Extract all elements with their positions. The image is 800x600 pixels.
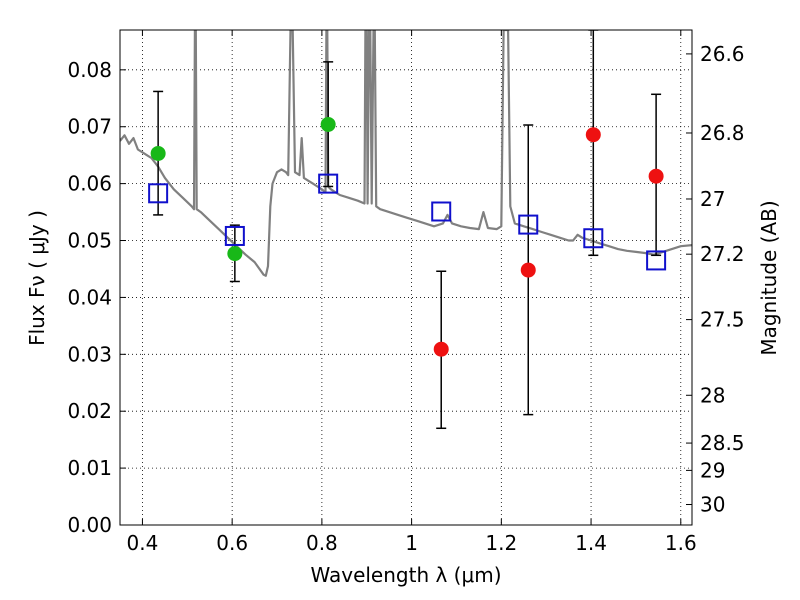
y-tick-label: 0.04 [67,285,112,309]
y-right-tick-label: 28.5 [700,431,745,455]
y-right-tick-label: 27 [700,187,725,211]
data-point-circle [585,127,601,143]
data-layer [120,30,692,430]
y-tick-label: 0.02 [67,399,112,423]
ticks: 0.4 0.6 0.8 1 1.2 1.4 1.6 0.00 0.01 0.02 0.03 0.04 0… [67,30,745,555]
y-tick-label: 0.01 [67,456,112,480]
x-tick-label: 1 [405,531,418,555]
data-point-circle [320,116,336,132]
x-tick-label: 0.8 [306,531,338,555]
data-point-square [646,250,667,271]
x-axis-label: Wavelength λ (μm) [310,563,501,587]
x-tick-label: 0.4 [127,531,159,555]
y-tick-label: 0.05 [67,229,112,253]
x-tick-label: 1.4 [575,531,607,555]
y-tick-label: 0.07 [67,115,112,139]
plot-area [120,30,692,525]
data-point-circle [150,145,166,161]
y-tick-label: 0.03 [67,342,112,366]
spectrum-line [120,30,692,277]
y-right-tick-label: 26.6 [700,42,745,66]
data-point-circle [227,246,243,262]
y-tick-label: 0.06 [67,172,112,196]
data-point-circle [433,341,449,357]
data-point-square [224,225,245,246]
y-right-tick-label: 28 [700,383,725,407]
y-axis-label: Flux Fν ( μJy ) [25,210,49,346]
y-right-tick-label: 30 [700,493,725,517]
y-right-tick-label: 27.2 [700,242,745,266]
y-axis-right-label: Magnitude (AB) [757,200,781,355]
data-point-square [148,183,169,204]
data-point-square [518,214,539,235]
x-tick-label: 0.6 [216,531,248,555]
x-tick-label: 1.2 [485,531,517,555]
data-point-square [318,173,339,194]
y-tick-label: 0.08 [67,58,112,82]
y-right-tick-label: 26.8 [700,121,745,145]
data-point-square [431,201,452,222]
data-point-circle [648,168,664,184]
y-right-tick-label: 27.5 [700,308,745,332]
data-point-square [583,228,604,249]
y-right-tick-label: 29 [700,458,725,482]
x-tick-label: 1.6 [665,531,697,555]
plot-frame [119,29,693,526]
data-point-circle [520,262,536,278]
y-tick-label: 0.00 [67,513,112,537]
